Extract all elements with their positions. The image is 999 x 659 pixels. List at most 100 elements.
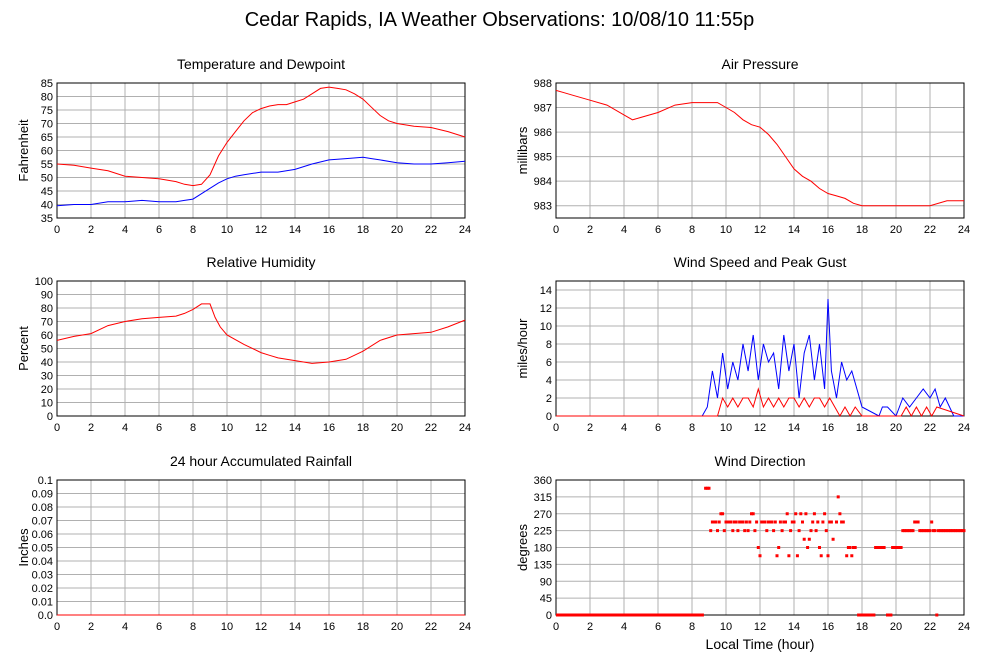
x-tick-label: 12 [754,422,766,434]
x-tick-label: 8 [190,422,196,434]
x-tick-label: 8 [689,422,695,434]
x-tick-label: 12 [754,224,766,236]
y-axis-label: Inches [16,528,31,567]
direction-point [957,529,961,533]
direction-point [777,546,781,549]
x-tick-label: 6 [655,621,661,633]
x-tick-label: 4 [122,224,128,236]
direction-point [928,529,932,533]
x-tick-label: 4 [621,422,627,434]
direction-point [750,512,753,516]
direction-point [709,529,713,533]
direction-point [755,520,759,524]
x-tick-label: 22 [425,224,437,236]
direction-point [938,529,942,533]
x-tick-label: 10 [720,422,732,434]
y-tick-label: 0.03 [32,570,53,582]
y-axis-label: miles/hour [515,318,530,379]
y-tick-label: 2 [546,393,552,405]
x-tick-label: 8 [689,621,695,633]
x-tick-label: 6 [156,224,162,236]
direction-point [831,537,835,541]
chart-title: Wind Speed and Peak Gust [674,254,847,270]
x-tick-label: 10 [720,621,732,633]
x-tick-label: 22 [425,422,437,434]
y-axis-label: Fahrenheit [16,119,31,182]
chart-rain: 0 2 4 6 8 10 12 14 16 18 20 22 240.00.010.020.030.04… [16,453,471,633]
direction-point [921,529,925,533]
direction-point [814,529,818,533]
x-tick-label: 4 [122,422,128,434]
direction-point [739,520,743,524]
direction-point [727,520,731,524]
direction-point [918,529,922,533]
y-tick-label: 40 [41,200,53,212]
series-line-0 [56,86,466,187]
direction-point [959,529,963,533]
y-tick-label: 8 [546,339,552,351]
y-tick-label: 0.09 [32,489,53,501]
y-tick-label: 988 [534,78,552,90]
x-tick-label: 4 [621,224,627,236]
x-tick-label: 20 [391,422,403,434]
direction-point [797,529,801,533]
direction-point [853,546,857,549]
direction-point [806,546,810,549]
direction-point [841,520,845,524]
direction-point [906,529,910,533]
x-tick-label: 18 [856,422,868,434]
direction-point [901,529,905,533]
direction-point [835,520,838,524]
direction-point [760,520,764,524]
direction-point [848,546,852,549]
x-tick-label: 4 [621,621,627,633]
x-tick-label: 22 [425,621,437,633]
direction-point [758,554,762,558]
direction-point [763,520,767,524]
direction-point [942,529,946,533]
x-tick-label: 4 [122,621,128,633]
direction-point [799,512,803,516]
direction-point [795,554,799,558]
direction-point [751,512,755,516]
direction-point [828,520,832,524]
plot-border [56,82,466,219]
x-tick-label: 12 [255,621,267,633]
y-tick-label: 60 [41,146,53,158]
y-tick-label: 60 [41,330,53,342]
direction-point [916,520,920,524]
y-tick-label: 10 [41,398,53,410]
direction-point [935,613,939,617]
direction-point [756,546,760,549]
direction-point [726,520,730,524]
y-tick-label: 45 [41,186,53,198]
x-tick-label: 16 [323,621,335,633]
direction-point [867,613,871,617]
y-tick-label: 90 [41,290,53,302]
y-tick-label: 14 [540,285,552,297]
direction-point [891,546,895,549]
direction-point [753,529,757,533]
y-axis-label: millibars [515,126,530,174]
direction-point [789,529,793,533]
x-tick-label: 2 [587,224,593,236]
direction-point [824,529,828,533]
direction-point [913,520,917,524]
series-line-0 [56,303,466,364]
x-tick-label: 12 [255,422,267,434]
page-title: Cedar Rapids, IA Weather Observations: 1… [244,9,755,31]
direction-point [724,520,728,524]
direction-point [863,613,867,617]
y-tick-label: 65 [41,132,53,144]
direction-point [886,613,889,617]
x-tick-label: 14 [788,422,800,434]
direction-point [809,529,813,533]
direction-point [937,529,940,533]
y-tick-label: 4 [546,375,552,387]
direction-point [792,520,796,524]
direction-point [945,529,949,533]
direction-point [904,529,908,533]
x-tick-label: 20 [391,621,403,633]
direction-point [826,554,830,558]
